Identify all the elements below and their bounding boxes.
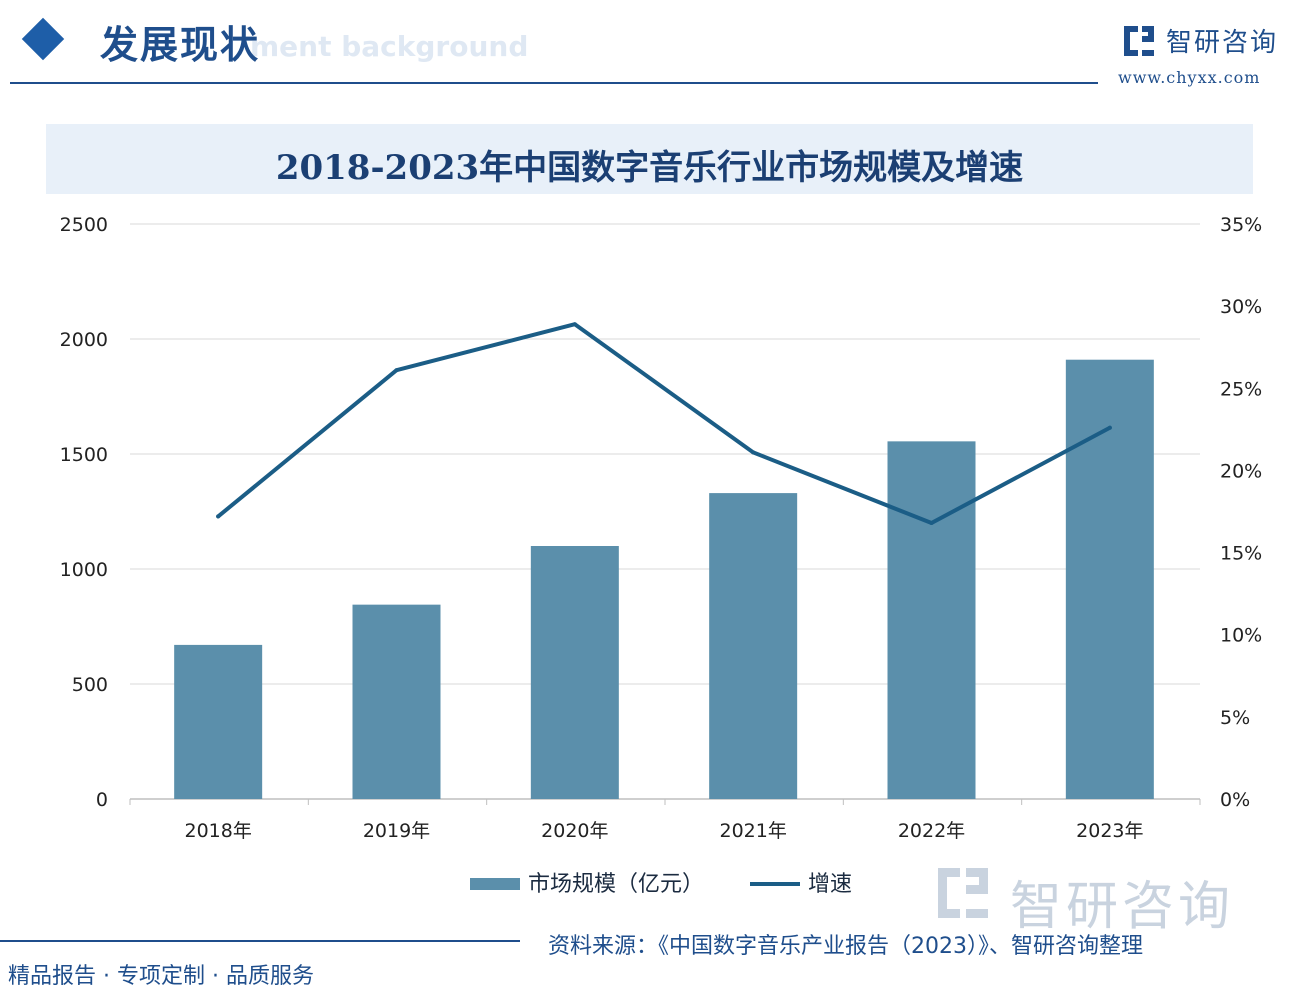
source-note: 资料来源：《中国数字音乐产业报告（2023）》、智研咨询整理: [548, 934, 1143, 959]
y-right-tick-label: 0%: [1220, 789, 1250, 811]
page-header: ment background 发展现状 智研咨询 www.chyxx.com: [0, 0, 1302, 100]
legend-line-swatch: [750, 882, 800, 886]
footer-divider: [0, 940, 520, 942]
y-left-tick-label: 1500: [60, 444, 108, 466]
y-right-tick-label: 5%: [1220, 707, 1250, 729]
x-tick-label: 2018年: [184, 820, 251, 842]
y-right-tick-label: 35%: [1220, 214, 1262, 236]
section-subtitle: ment background: [250, 30, 529, 63]
y-right-tick-label: 10%: [1220, 625, 1262, 647]
bar-2023年: [1065, 359, 1154, 799]
y-right-tick-label: 25%: [1220, 378, 1262, 400]
bar-2019年: [352, 604, 441, 799]
brand-name: 智研咨询: [1166, 28, 1279, 58]
x-tick-label: 2023年: [1076, 820, 1143, 842]
x-tick-label: 2019年: [363, 820, 430, 842]
brand-url: www.chyxx.com: [1118, 68, 1261, 87]
header-divider: [10, 82, 1098, 84]
growth-rate-point: [929, 521, 934, 525]
y-right-tick-label: 15%: [1220, 543, 1262, 565]
y-left-tick-label: 2500: [60, 214, 108, 236]
growth-rate-point: [572, 322, 577, 327]
growth-rate-point: [1107, 425, 1112, 430]
x-tick-label: 2021年: [719, 820, 786, 842]
x-tick-label: 2020年: [541, 820, 608, 842]
bar-2022年: [887, 441, 976, 799]
growth-rate-line: [216, 322, 1112, 525]
growth-rate-point: [394, 368, 399, 373]
legend-bar-label: 市场规模（亿元）: [528, 872, 705, 897]
y-right-tick-label: 20%: [1220, 460, 1262, 482]
footer-slogan: 精品报告 · 专项定制 · 品质服务: [8, 964, 314, 989]
growth-rate-point: [751, 450, 756, 455]
brand-logo-icon: [1124, 26, 1154, 56]
bar-2018年: [174, 644, 263, 799]
y-left-tick-label: 500: [72, 674, 108, 696]
chart-title: 2018-2023年中国数字音乐行业市场规模及增速: [275, 148, 1024, 188]
bar-2020年: [530, 546, 619, 799]
section-title: 发展现状: [100, 22, 261, 67]
watermark-brand-text: 智研咨询: [1010, 877, 1235, 937]
y-left-tick-label: 2000: [60, 329, 108, 351]
legend-bar-swatch: [470, 878, 520, 890]
bar-2021年: [709, 493, 798, 799]
legend-line-label: 增速: [808, 872, 853, 897]
growth-rate-point: [216, 514, 221, 519]
y-left-tick-label: 1000: [60, 559, 108, 581]
y-left-tick-label: 0: [96, 789, 108, 811]
chart-title-band: 2018-2023年中国数字音乐行业市场规模及增速: [46, 124, 1253, 194]
x-tick-label: 2022年: [898, 820, 965, 842]
y-right-tick-label: 30%: [1220, 296, 1262, 318]
watermark-logo-icon: [938, 868, 988, 918]
